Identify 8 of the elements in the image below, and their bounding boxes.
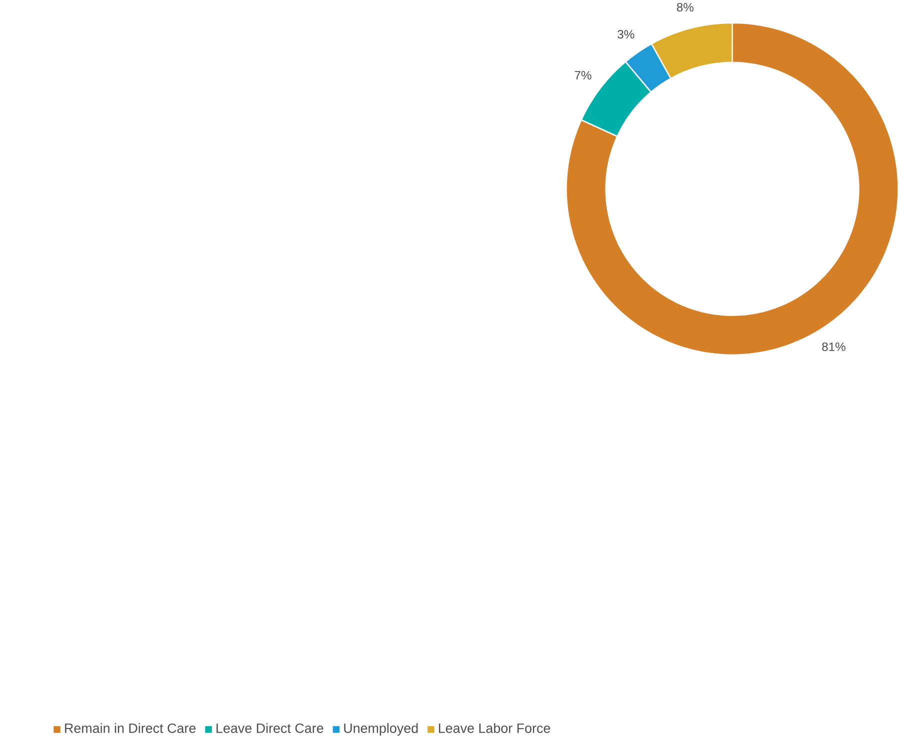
legend-label: Leave Direct Care: [216, 723, 324, 734]
legend-label: Unemployed: [344, 723, 418, 736]
data-label: 3%: [618, 30, 634, 39]
legend-label: Remain in Direct Care: [65, 723, 196, 734]
data-label: 7%: [574, 71, 592, 80]
legend-label: Leave Labor Force: [438, 723, 550, 734]
data-label: 81%: [822, 342, 846, 352]
data-label: 8%: [676, 3, 694, 12]
